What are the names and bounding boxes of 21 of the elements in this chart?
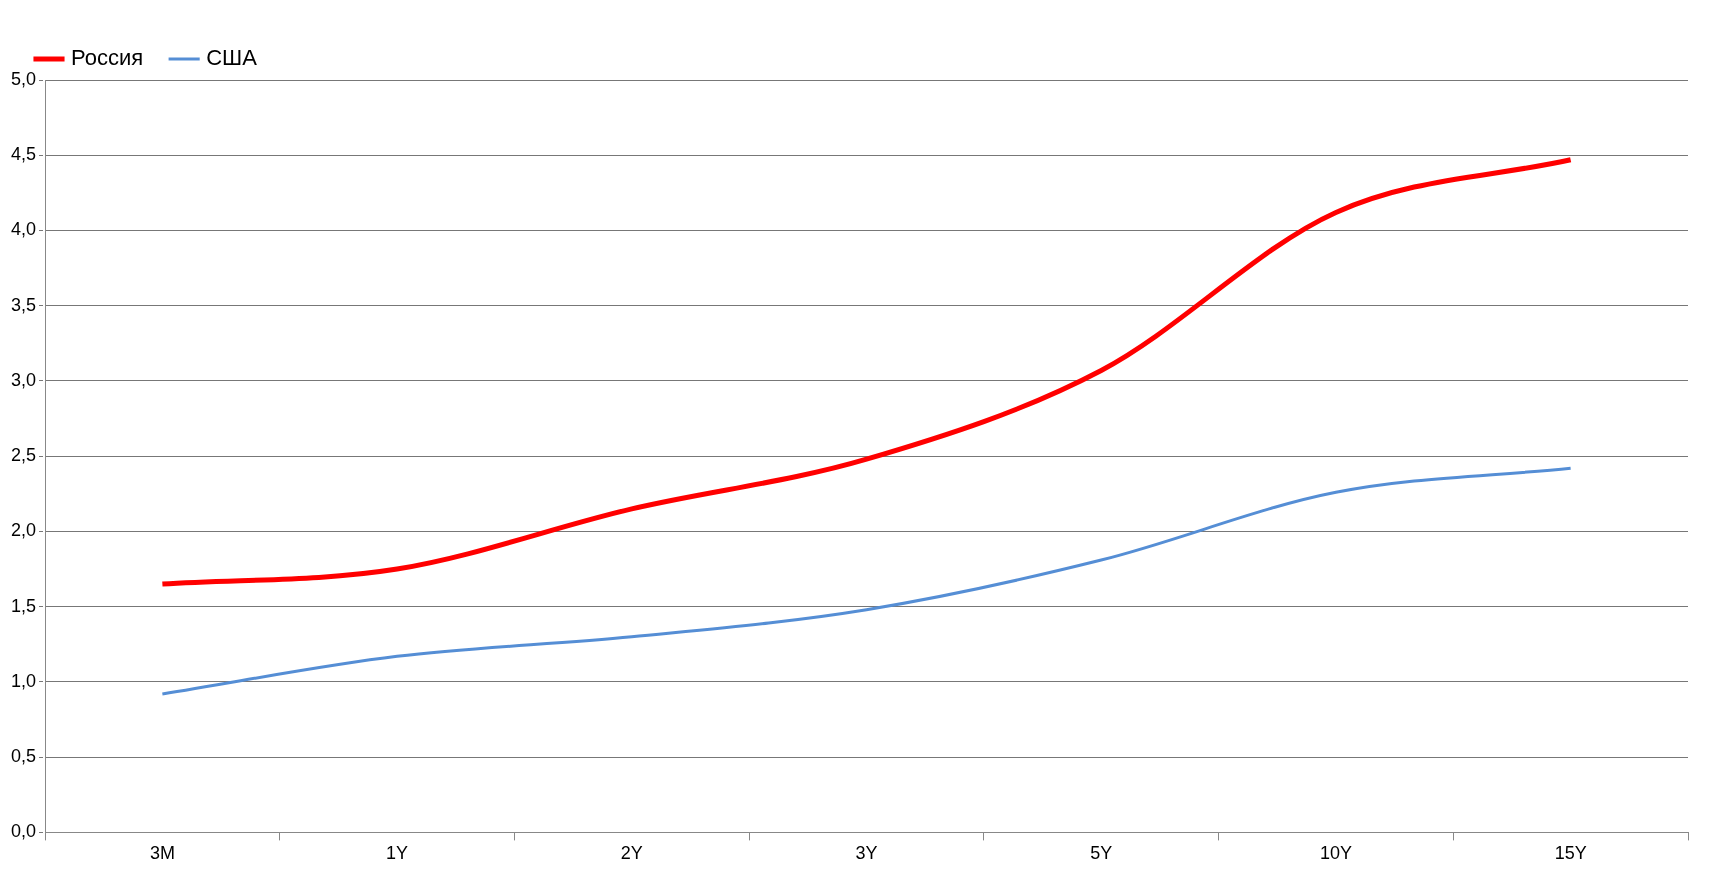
- legend-label: Россия: [71, 45, 144, 71]
- x-tick-label: 2Y: [620, 843, 643, 864]
- legend-label: США: [206, 45, 258, 71]
- line-series: [160, 466, 1573, 696]
- y-tick-label: 0,5: [10, 746, 37, 767]
- y-tick-label: 2,5: [10, 445, 37, 466]
- x-tick-label: 3Y: [855, 843, 878, 864]
- y-tick-label: 1,0: [10, 670, 37, 691]
- y-tick-label: 4,5: [10, 144, 37, 165]
- x-tick-label: 15Y: [1554, 843, 1587, 864]
- x-tick-label: 3M: [149, 843, 175, 864]
- x-tick-label: 1Y: [386, 843, 409, 864]
- y-tick-label: 3,0: [10, 369, 37, 390]
- y-tick-label: 0,0: [10, 821, 37, 842]
- y-tick-label: 2,0: [10, 520, 37, 541]
- y-tick-label: 5,0: [10, 68, 37, 89]
- y-tick-label: 3,5: [10, 294, 37, 315]
- x-tick-label: 10Y: [1319, 843, 1352, 864]
- y-tick-label: 4,0: [10, 219, 37, 240]
- y-tick-label: 1,5: [10, 595, 37, 616]
- x-tick-label: 5Y: [1090, 843, 1113, 864]
